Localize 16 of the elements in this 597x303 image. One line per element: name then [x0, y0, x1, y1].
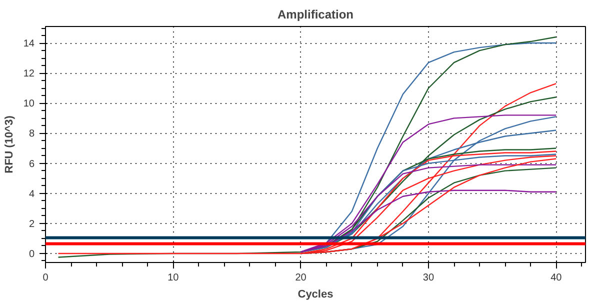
x-tick-label: 0	[42, 272, 49, 284]
y-tick-label: 14	[23, 38, 35, 50]
x-tick-label: 40	[550, 272, 562, 284]
y-tick-label: 6	[28, 158, 35, 170]
y-tick-label: 12	[23, 68, 35, 80]
x-axis-title: Cycles	[298, 288, 334, 300]
chart-title: Amplification	[278, 8, 354, 22]
x-tick-label: 30	[422, 272, 434, 284]
y-tick-label: 2	[28, 218, 35, 230]
y-tick-label: 4	[28, 188, 35, 200]
y-axis-title: RFU (10^3)	[3, 115, 16, 174]
y-tick-label: 10	[23, 98, 35, 110]
y-tick-label: 0	[28, 248, 35, 260]
x-tick-label: 20	[295, 272, 307, 284]
y-tick-label: 8	[28, 128, 35, 140]
x-tick-label: 10	[168, 272, 180, 284]
